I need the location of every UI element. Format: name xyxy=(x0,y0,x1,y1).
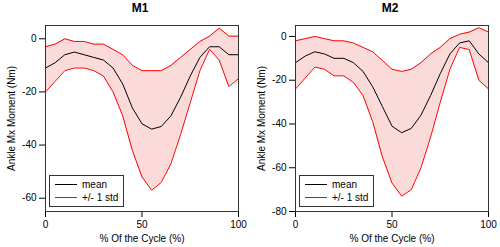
html-text:mean: mean xyxy=(82,179,107,190)
svg-text:-40: -40 xyxy=(272,118,287,129)
svg-text:-60: -60 xyxy=(22,192,37,203)
html-text:mean: mean xyxy=(332,179,357,190)
svg-text:50: 50 xyxy=(136,219,148,230)
html-text:M2: M2 xyxy=(381,1,399,15)
svg-text:-80: -80 xyxy=(272,206,287,217)
svg-text:% Of the Cycle (%): % Of the Cycle (%) xyxy=(349,233,434,244)
html-text:+/- 1 std: +/- 1 std xyxy=(82,192,119,203)
svg-text:-40: -40 xyxy=(22,139,37,150)
svg-text:0: 0 xyxy=(31,33,37,44)
svg-text:0: 0 xyxy=(293,219,299,230)
svg-text:-20: -20 xyxy=(272,74,287,85)
svg-text:0: 0 xyxy=(43,219,49,230)
svg-text:100: 100 xyxy=(480,219,497,230)
svg-text:0: 0 xyxy=(281,31,287,42)
svg-text:-60: -60 xyxy=(272,162,287,173)
svg-text:50: 50 xyxy=(386,219,398,230)
svg-text:100: 100 xyxy=(230,219,247,230)
svg-text:% Of the Cycle (%): % Of the Cycle (%) xyxy=(99,233,184,244)
svg-text:Ankle Mx Moment (Nm): Ankle Mx Moment (Nm) xyxy=(6,66,17,171)
svg-text:Ankle Mx Moment (Nm): Ankle Mx Moment (Nm) xyxy=(256,66,267,171)
html-text:M1: M1 xyxy=(131,1,149,15)
svg-text:-20: -20 xyxy=(22,86,37,97)
html-text:+/- 1 std: +/- 1 std xyxy=(332,192,369,203)
